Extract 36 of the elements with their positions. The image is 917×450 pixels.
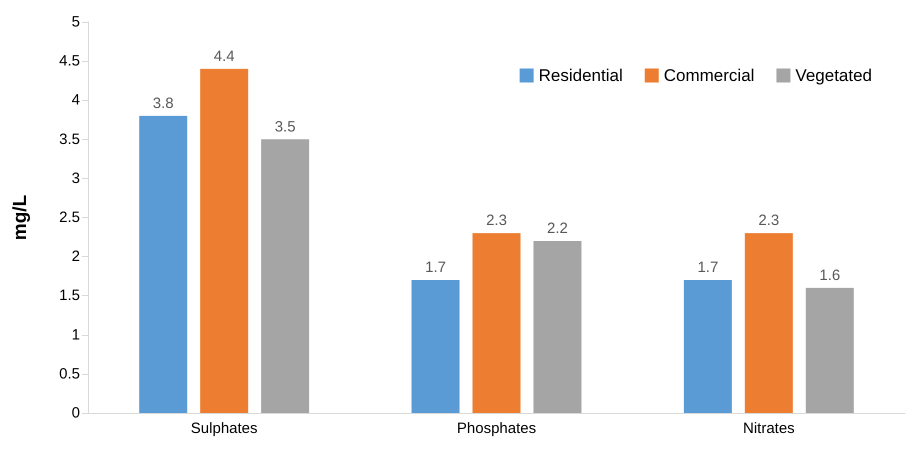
bar xyxy=(139,116,188,413)
data-label: 2.2 xyxy=(547,220,568,237)
x-tick-label: Phosphates xyxy=(456,420,536,437)
bar xyxy=(472,233,520,413)
data-label: 4.4 xyxy=(214,48,235,65)
data-label: 1.7 xyxy=(425,259,446,276)
y-tick-label: 0 xyxy=(72,404,80,422)
legend-label: Commercial xyxy=(664,66,754,85)
y-tick-label: 2.5 xyxy=(59,209,80,226)
bar xyxy=(261,139,310,413)
legend-label: Residential xyxy=(538,66,623,85)
data-label: 3.8 xyxy=(152,94,174,112)
y-tick-label: 5 xyxy=(72,14,80,30)
bar xyxy=(533,240,582,413)
data-label: 1.7 xyxy=(697,259,718,276)
y-tick-label: 2 xyxy=(72,248,80,266)
bar xyxy=(684,280,732,413)
y-tick-label: 4 xyxy=(72,92,80,109)
bar xyxy=(744,233,793,413)
bar xyxy=(806,288,854,413)
data-label: 2.3 xyxy=(486,212,507,230)
y-tick-label: 3.5 xyxy=(59,130,80,148)
y-axis-title: mg/L xyxy=(10,194,31,240)
y-tick-label: 1 xyxy=(72,326,80,344)
x-tick-label: Nitrates xyxy=(742,420,795,437)
x-tick-label: Sulphates xyxy=(190,420,258,437)
y-tick-label: 4.5 xyxy=(59,52,80,70)
y-tick-label: 0.5 xyxy=(59,365,80,382)
data-label: 3.5 xyxy=(274,118,296,136)
legend-label: Vegetated xyxy=(795,66,872,85)
data-label: 1.6 xyxy=(819,266,840,284)
data-label: 2.3 xyxy=(758,212,780,230)
y-tick-label: 1.5 xyxy=(59,287,80,304)
bar xyxy=(412,280,460,413)
bar xyxy=(200,68,248,413)
y-tick-label: 3 xyxy=(72,170,80,187)
